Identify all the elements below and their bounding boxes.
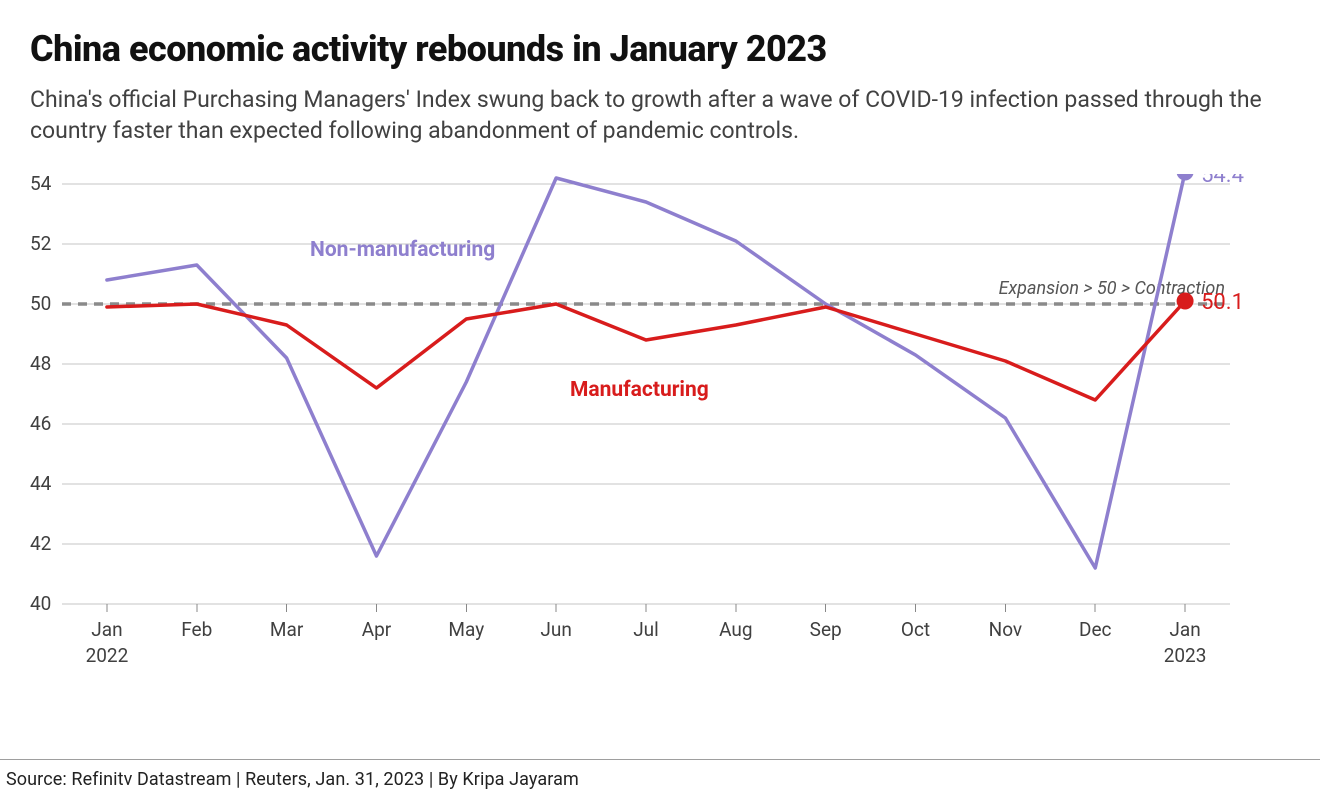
x-axis-tick-label: Apr (362, 618, 392, 641)
x-axis-tick-label: Jan (1169, 618, 1200, 641)
chart-title: China economic activity rebounds in Janu… (30, 28, 1290, 70)
series-line-non_manufacturing (107, 174, 1185, 568)
y-axis-tick-label: 46 (30, 412, 51, 435)
pmi-line-chart: 4042444648505254Expansion > 50 > Contrac… (30, 174, 1292, 714)
x-axis-tick-label: Dec (1079, 618, 1112, 641)
series-end-label-manufacturing: 50.1 (1201, 290, 1244, 315)
x-axis-tick-label: Nov (989, 618, 1022, 641)
y-axis-tick-label: 50 (30, 292, 51, 315)
y-axis-tick-label: 40 (30, 592, 51, 615)
x-axis-tick-label: Aug (719, 618, 752, 641)
y-axis-tick-label: 52 (30, 232, 51, 255)
y-axis-tick-label: 44 (30, 472, 52, 495)
x-axis-year-label: 2022 (86, 644, 129, 667)
y-axis-tick-label: 42 (30, 532, 51, 555)
chart-subtitle: China's official Purchasing Managers' In… (30, 84, 1280, 146)
series-end-label-non_manufacturing: 54.4 (1201, 174, 1244, 188)
x-axis-year-label: 2023 (1164, 644, 1207, 667)
series-end-marker-non_manufacturing (1177, 174, 1194, 181)
x-axis-tick-label: Jul (633, 618, 659, 641)
source-footer: Source: Refinitv Datastream | Reuters, J… (0, 759, 1320, 800)
x-axis-tick-label: Jan (91, 618, 122, 641)
x-axis-tick-label: Oct (901, 618, 930, 641)
y-axis-tick-label: 54 (30, 174, 52, 195)
series-label-non_manufacturing: Non-manufacturing (310, 238, 495, 262)
x-axis-tick-label: Mar (270, 618, 304, 641)
series-label-manufacturing: Manufacturing (570, 378, 709, 402)
y-axis-tick-label: 48 (30, 352, 51, 375)
x-axis-tick-label: May (448, 618, 484, 641)
x-axis-tick-label: Jun (540, 618, 571, 641)
x-axis-tick-label: Sep (810, 618, 842, 641)
x-axis-tick-label: Feb (181, 618, 212, 641)
series-end-marker-manufacturing (1177, 293, 1194, 310)
